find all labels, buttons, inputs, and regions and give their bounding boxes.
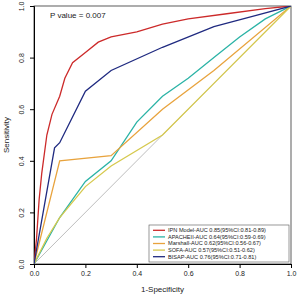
roc-line (34, 6, 291, 264)
y-tick: 0.4 (18, 156, 34, 166)
x-axis-line (35, 265, 292, 269)
roc-line (34, 6, 291, 264)
x-tick: 1.0 (287, 264, 297, 277)
x-tick-mark (188, 264, 189, 268)
x-tick: 0.8 (235, 264, 245, 277)
x-tick-mark (85, 264, 86, 268)
chart: 0.0 0.2 0.4 0.6 0.8 1.0 0.0 0.2 0.4 0.6 0.8 1.0 P va… (0, 0, 299, 300)
x-tick: 0.6 (184, 264, 194, 277)
plot-frame (34, 6, 291, 264)
x-axis-title: 1-Specificity (141, 285, 184, 294)
x-tick-label: 0.4 (132, 270, 142, 277)
roc-line (34, 6, 291, 264)
y-tick: 0.0 (18, 260, 34, 270)
y-axis: 0.0 0.2 0.4 0.6 0.8 1.0 (18, 2, 35, 270)
legend-label: Marshall-AUC 0.62(95%CI:0.56-0.67) (168, 240, 261, 246)
y-tick-mark (30, 161, 34, 162)
legend-label: IPN Model-AUC 0.85(95%CI:0.81-0.89) (168, 227, 266, 233)
y-axis-line (30, 7, 35, 265)
plot: 0.0 0.2 0.4 0.6 0.8 1.0 0.0 0.2 0.4 0.6 0.8 1.0 P va… (18, 2, 296, 277)
roc-line (34, 6, 291, 264)
legend-label: SOFA-AUC 0.57(95%CI:0.51-0.62) (168, 247, 255, 253)
legend-swatch (153, 236, 165, 237)
x-tick-label: 0.0 (30, 270, 40, 277)
legend-swatch (153, 249, 165, 250)
x-tick-mark (291, 264, 292, 268)
x-tick-label: 0.2 (81, 270, 91, 277)
y-tick: 0.2 (18, 208, 34, 218)
y-tick-mark (30, 58, 34, 59)
y-axis-title: Sensitivity (2, 117, 11, 153)
x-tick-label: 0.6 (184, 270, 194, 277)
y-tick-mark (30, 6, 34, 7)
marks (34, 6, 291, 264)
y-tick: 1.0 (18, 2, 34, 12)
legend-label: BISAP-AUC 0.76(95%CI:0.71-0.81) (168, 254, 256, 260)
annotation: P value = 0.007 (50, 11, 106, 20)
x-tick-mark (137, 264, 138, 268)
y-tick: 0.6 (18, 105, 34, 115)
y-tick-label: 0.6 (18, 105, 25, 115)
x-tick: 0.2 (81, 264, 91, 277)
y-tick-label: 0.2 (18, 208, 25, 218)
x-tick-mark (240, 264, 241, 268)
legend-swatch (153, 230, 165, 231)
legend-box (149, 225, 289, 262)
y-tick-mark (30, 109, 34, 110)
legend-label: APACHEII-AUC 0.64(95%CI:0.59-0.69) (168, 234, 266, 240)
y-tick-mark (30, 212, 34, 213)
x-axis: 0.0 0.2 0.4 0.6 0.8 1.0 (30, 264, 297, 277)
y-tick-label: 0.4 (18, 156, 25, 166)
roc-line (34, 6, 291, 264)
x-tick-label: 0.8 (235, 270, 245, 277)
legend: IPN Model-AUC 0.85(95%CI:0.81-0.89)APACH… (149, 225, 289, 262)
y-tick: 0.8 (18, 53, 34, 63)
y-tick-mark (30, 264, 34, 265)
legend-swatch (153, 243, 165, 244)
y-tick-label: 1.0 (18, 2, 25, 12)
y-tick-label: 0.0 (18, 260, 25, 270)
legend-swatch (153, 256, 165, 257)
x-tick-label: 1.0 (287, 270, 297, 277)
reference-diagonal (34, 6, 291, 264)
y-tick-label: 0.8 (18, 53, 25, 63)
x-tick: 0.0 (30, 264, 40, 277)
x-tick: 0.4 (132, 264, 142, 277)
